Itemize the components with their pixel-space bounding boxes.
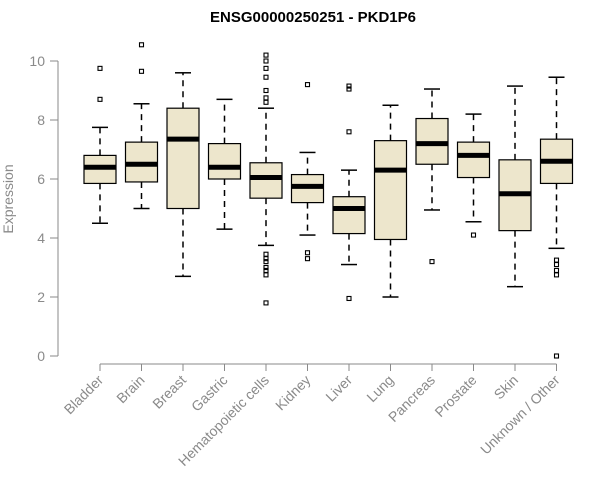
box-group — [124, 42, 159, 210]
outlier-point — [263, 259, 269, 265]
outlier-point — [263, 251, 269, 257]
x-tick-label: Kidney — [272, 372, 314, 414]
box-group — [456, 113, 491, 238]
x-tick-label: Liver — [322, 372, 355, 405]
x-tick-label: Prostate — [431, 372, 479, 420]
outlier-point — [97, 96, 103, 102]
x-tick-label: Breast — [149, 372, 189, 412]
outlier-point — [263, 264, 269, 271]
outlier-point — [263, 65, 269, 71]
box-group — [332, 83, 366, 302]
box-group — [373, 104, 408, 298]
x-tick-label: Unknown / Other — [477, 372, 563, 458]
box-series — [83, 42, 574, 359]
outlier-point — [346, 295, 352, 302]
outlier-point — [553, 267, 560, 274]
outlier-point — [553, 261, 560, 268]
outlier-point — [263, 267, 269, 274]
outlier-point — [138, 68, 145, 74]
y-tick-label: 8 — [37, 112, 45, 128]
outlier-point — [553, 272, 560, 278]
outlier-point — [304, 256, 311, 262]
outlier-point — [97, 65, 103, 71]
outlier-point — [263, 52, 269, 58]
y-tick-label: 10 — [29, 53, 45, 69]
box-iqr — [207, 143, 242, 180]
outlier-point — [346, 83, 352, 89]
box-iqr — [373, 140, 408, 241]
box-group — [415, 88, 449, 265]
y-tick-label: 2 — [37, 289, 45, 305]
outlier-point — [263, 95, 269, 101]
box-group — [166, 72, 200, 278]
y-tick-label: 4 — [37, 230, 45, 246]
y-tick-label: 0 — [37, 348, 45, 364]
outlier-point — [263, 300, 269, 306]
outlier-point — [304, 82, 311, 88]
outlier-point — [263, 74, 269, 80]
outlier-point — [429, 259, 435, 265]
box-group — [498, 85, 532, 288]
x-tick-label: Bladder — [61, 372, 107, 418]
outlier-point — [138, 42, 145, 48]
outlier-point — [470, 232, 477, 238]
outlier-point — [346, 129, 352, 135]
outlier-point — [263, 87, 269, 94]
y-axis-label: Expression — [0, 164, 16, 233]
outlier-point — [346, 86, 352, 92]
x-tick-label: Lung — [363, 372, 396, 405]
y-tick-label: 6 — [37, 171, 45, 187]
outlier-point — [263, 99, 269, 105]
box-iqr — [456, 141, 491, 179]
x-tick-label: Brain — [113, 372, 147, 406]
outlier-point — [304, 250, 311, 256]
box-iqr — [332, 196, 366, 235]
chart-title: ENSG00000250251 - PKD1P6 — [210, 9, 416, 26]
box-group — [207, 98, 242, 230]
box-group — [249, 52, 283, 306]
x-tick-label: Skin — [491, 372, 522, 403]
outlier-point — [263, 272, 269, 278]
box-iqr — [249, 162, 283, 199]
outlier-point — [553, 257, 560, 263]
outlier-point — [263, 58, 269, 64]
box-group — [290, 82, 325, 262]
y-axis: 0 2 4 6 8 10 — [29, 53, 59, 364]
box-iqr — [166, 107, 200, 210]
box-group — [83, 65, 117, 224]
outlier-point — [553, 353, 560, 359]
box-group — [539, 76, 574, 359]
